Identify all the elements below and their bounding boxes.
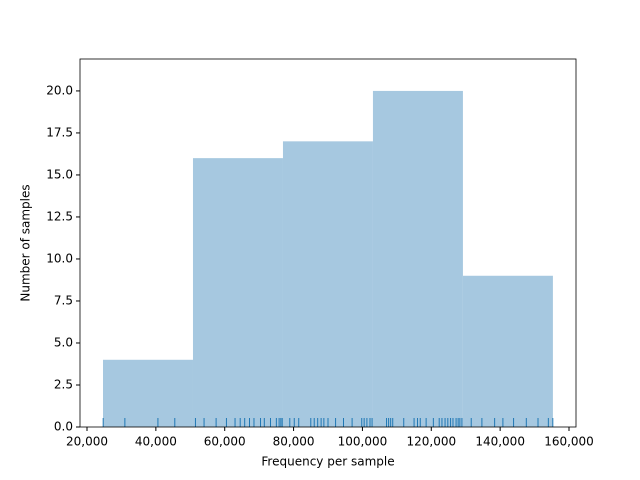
x-tick-label: 160,000 (544, 435, 594, 449)
bar (462, 275, 553, 427)
bar (192, 158, 283, 428)
y-tick-label: 5.0 (54, 335, 73, 349)
y-tick-label: 10.0 (46, 251, 73, 265)
x-tick-label: 40,000 (135, 435, 177, 449)
y-tick-label: 2.5 (54, 377, 73, 391)
y-axis-label: Number of samples (19, 184, 33, 301)
x-axis-label: Frequency per sample (261, 455, 394, 469)
x-tick-label: 80,000 (273, 435, 315, 449)
y-tick-label: 7.5 (54, 293, 73, 307)
y-tick-label: 0.0 (54, 420, 73, 434)
axes-frame (79, 58, 577, 428)
bar (372, 90, 463, 427)
y-tick-label: 15.0 (46, 167, 73, 181)
y-tick-label: 17.5 (46, 125, 73, 139)
x-tick-label: 100,000 (338, 435, 388, 449)
bar (102, 359, 193, 427)
y-tick-label: 20.0 (46, 83, 73, 97)
x-tick-label: 60,000 (204, 435, 246, 449)
x-tick-label: 140,000 (475, 435, 525, 449)
bar (282, 141, 373, 428)
y-tick-label: 12.5 (46, 209, 73, 223)
x-tick-label: 20,000 (66, 435, 108, 449)
x-tick-label: 120,000 (406, 435, 456, 449)
